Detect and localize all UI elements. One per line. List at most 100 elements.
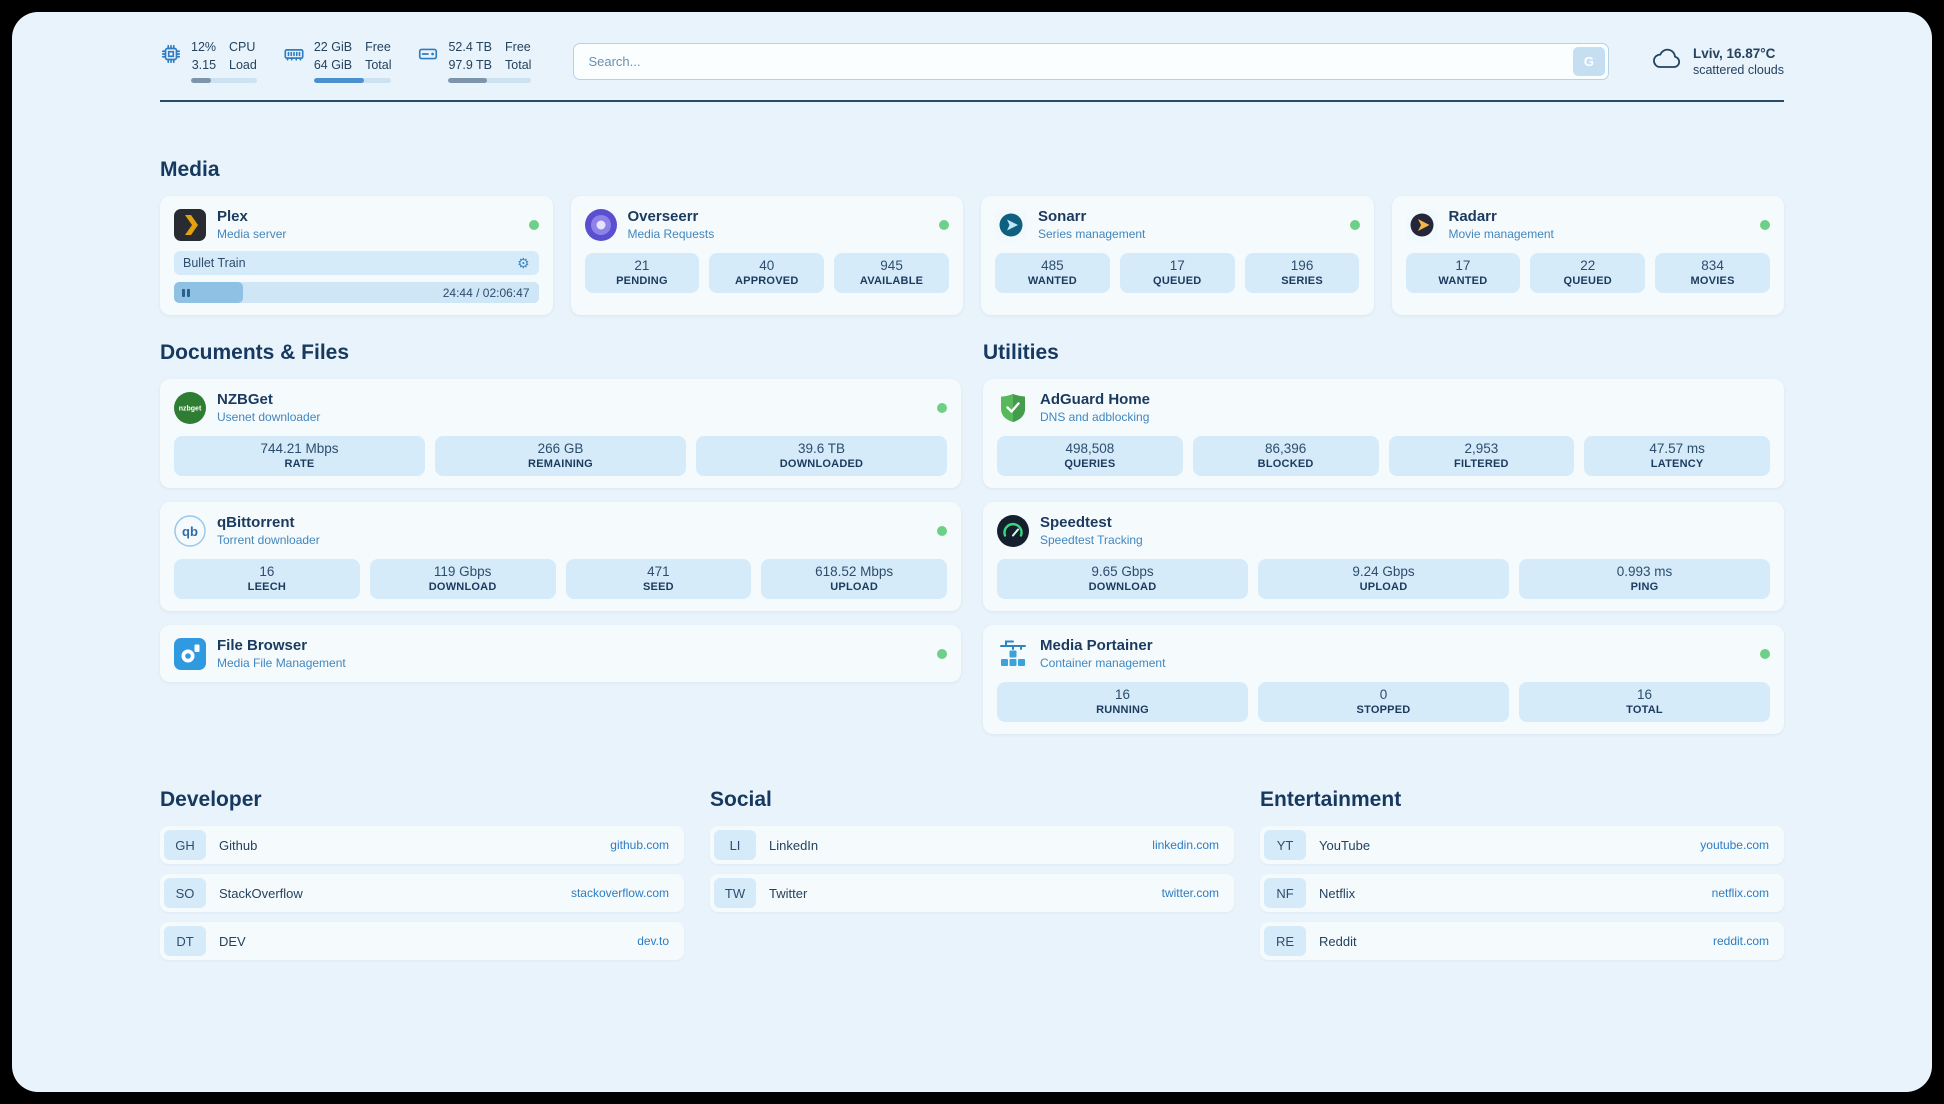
service-title: Media Portainer	[1040, 637, 1153, 655]
bookmark-dev[interactable]: DT DEV dev.to	[160, 922, 684, 961]
stat-latency: 47.57 ms LATENCY	[1584, 436, 1770, 477]
service-title: Sonarr	[1038, 208, 1087, 226]
nzbget-icon: nzbget	[174, 391, 206, 424]
status-dot	[939, 219, 949, 230]
svg-text:qb: qb	[182, 524, 198, 539]
stat-wanted: 17 WANTED	[1405, 253, 1521, 294]
service-subtitle: Torrent downloader	[217, 533, 320, 548]
disk-total-value: 97.9 TB	[448, 57, 493, 72]
stat-leech: 16 LEECH	[174, 559, 360, 600]
status-dot	[937, 648, 947, 659]
section-media: Media Plex Media server	[160, 158, 1784, 316]
memory-total-label: Total	[365, 57, 392, 72]
bookmark-url[interactable]: youtube.com	[1700, 838, 1769, 853]
bookmark-abbr: DT	[164, 926, 206, 957]
service-title: Plex	[217, 208, 248, 226]
bookmark-url[interactable]: stackoverflow.com	[570, 886, 669, 901]
gear-icon[interactable]: ⚙	[516, 255, 530, 272]
search-provider-button[interactable]: G	[1572, 47, 1605, 77]
portainer-card[interactable]: Media Portainer Container management 16 …	[983, 625, 1784, 735]
stat-series: 196 SERIES	[1244, 253, 1360, 294]
stat-download: 9.65 Gbps DOWNLOAD	[997, 559, 1248, 600]
adguard-card[interactable]: AdGuard Home DNS and adblocking 498,508 …	[983, 379, 1784, 489]
cpu-load-value: 3.15	[191, 57, 217, 72]
disk-total-label: Total	[505, 57, 532, 72]
service-title: qBittorrent	[217, 514, 295, 532]
stat-approved: 40 APPROVED	[709, 253, 825, 294]
bookmark-url[interactable]: netflix.com	[1711, 886, 1769, 901]
memory-usage-bar	[313, 78, 392, 84]
topbar: 12% 3.15 CPU Load	[160, 40, 1784, 84]
bookmark-url[interactable]: twitter.com	[1161, 886, 1219, 901]
cpu-widget: 12% 3.15 CPU Load	[160, 40, 257, 84]
service-subtitle: Container management	[1040, 656, 1166, 671]
bookmarks-social: Social LI LinkedIn linkedin.com TW Twitt…	[710, 788, 1234, 913]
cpu-usage-bar	[191, 78, 257, 84]
filebrowser-card[interactable]: File Browser Media File Management	[160, 625, 961, 683]
section-documents: Documents & Files nzbget	[160, 341, 961, 683]
bookmark-name: StackOverflow	[219, 885, 303, 901]
service-title: Overseerr	[627, 208, 699, 226]
stat-total: 16 TOTAL	[1519, 682, 1770, 723]
stat-running: 16 RUNNING	[997, 682, 1248, 723]
radarr-card[interactable]: Radarr Movie management 17 WANTED 22 QUE…	[1391, 196, 1784, 316]
bookmark-github[interactable]: GH Github github.com	[160, 826, 684, 865]
bookmark-url[interactable]: reddit.com	[1712, 934, 1769, 949]
service-title: AdGuard Home	[1040, 391, 1151, 409]
stat-download: 119 Gbps DOWNLOAD	[369, 559, 556, 600]
stat-queued: 22 QUEUED	[1530, 253, 1646, 294]
stat-stopped: 0 STOPPED	[1258, 682, 1509, 723]
bookmark-url[interactable]: dev.to	[637, 934, 669, 949]
qbittorrent-card[interactable]: qb qBittorrent Torrent downloader	[160, 502, 961, 612]
pause-icon	[182, 288, 185, 297]
bookmark-url[interactable]: github.com	[610, 838, 669, 853]
status-dot	[1760, 648, 1770, 659]
now-playing-bar[interactable]: Bullet Train ⚙	[174, 251, 539, 276]
bookmarks-entertainment: Entertainment YT YouTube youtube.com NF …	[1260, 788, 1784, 961]
disk-widget: 52.4 TB 97.9 TB Free Total	[417, 40, 532, 84]
sonarr-card[interactable]: Sonarr Series management 485 WANTED 17 Q…	[981, 196, 1374, 316]
overseerr-card[interactable]: Overseerr Media Requests 21 PENDING 40 A…	[570, 196, 963, 316]
bookmark-name: Twitter	[769, 885, 808, 901]
service-subtitle: Media server	[217, 227, 287, 242]
disk-usage-bar	[448, 78, 532, 84]
service-subtitle: Movie management	[1448, 227, 1554, 242]
memory-widget: 22 GiB 64 GiB Free Total	[283, 40, 392, 84]
search-input[interactable]	[573, 43, 1609, 81]
qbittorrent-icon: qb	[174, 515, 206, 547]
playback-progress-fill	[174, 282, 244, 304]
status-dot	[1349, 219, 1360, 230]
stat-rate: 744.21 Mbps RATE	[174, 436, 425, 477]
bookmark-reddit[interactable]: RE Reddit reddit.com	[1260, 922, 1784, 961]
bookmark-stackoverflow[interactable]: SO StackOverflow stackoverflow.com	[160, 874, 684, 913]
bookmarks-developer: Developer GH Github github.com SO StackO…	[160, 788, 684, 961]
memory-free-label: Free	[365, 40, 391, 54]
bookmark-netflix[interactable]: NF Netflix netflix.com	[1260, 874, 1784, 913]
memory-free-value: 22 GiB	[313, 40, 353, 54]
bookmark-url[interactable]: linkedin.com	[1152, 838, 1219, 853]
section-title-utilities: Utilities	[983, 341, 1059, 365]
stat-queued: 17 QUEUED	[1119, 253, 1235, 294]
radarr-icon	[1405, 208, 1438, 241]
bookmark-twitter[interactable]: TW Twitter twitter.com	[710, 874, 1234, 913]
bookmark-youtube[interactable]: YT YouTube youtube.com	[1260, 826, 1784, 865]
bookmark-abbr: SO	[164, 878, 206, 909]
bookmark-name: Netflix	[1319, 885, 1356, 901]
stat-pending: 21 PENDING	[584, 253, 700, 294]
speedtest-card[interactable]: Speedtest Speedtest Tracking 9.65 Gbps D…	[983, 502, 1784, 612]
status-dot	[528, 219, 539, 230]
plex-card[interactable]: Plex Media server Bullet Train ⚙	[160, 196, 553, 316]
section-utilities: Utilities	[983, 341, 1784, 735]
stat-blocked: 86,396 BLOCKED	[1192, 436, 1379, 477]
stat-ping: 0.993 ms PING	[1519, 559, 1770, 600]
nzbget-card[interactable]: nzbget NZBGet Usenet downloader 74	[160, 379, 961, 489]
bookmark-linkedin[interactable]: LI LinkedIn linkedin.com	[710, 826, 1234, 865]
stat-downloaded: 39.6 TB DOWNLOADED	[696, 436, 947, 477]
service-subtitle: DNS and adblocking	[1040, 410, 1150, 425]
status-dot	[1760, 219, 1770, 230]
bookmark-abbr: LI	[714, 830, 756, 861]
stat-available: 945 AVAILABLE	[834, 253, 949, 294]
section-title-social: Social	[710, 788, 772, 812]
section-title-developer: Developer	[160, 788, 262, 812]
playback-progress-bar[interactable]: 24:44 / 02:06:47	[174, 282, 539, 304]
